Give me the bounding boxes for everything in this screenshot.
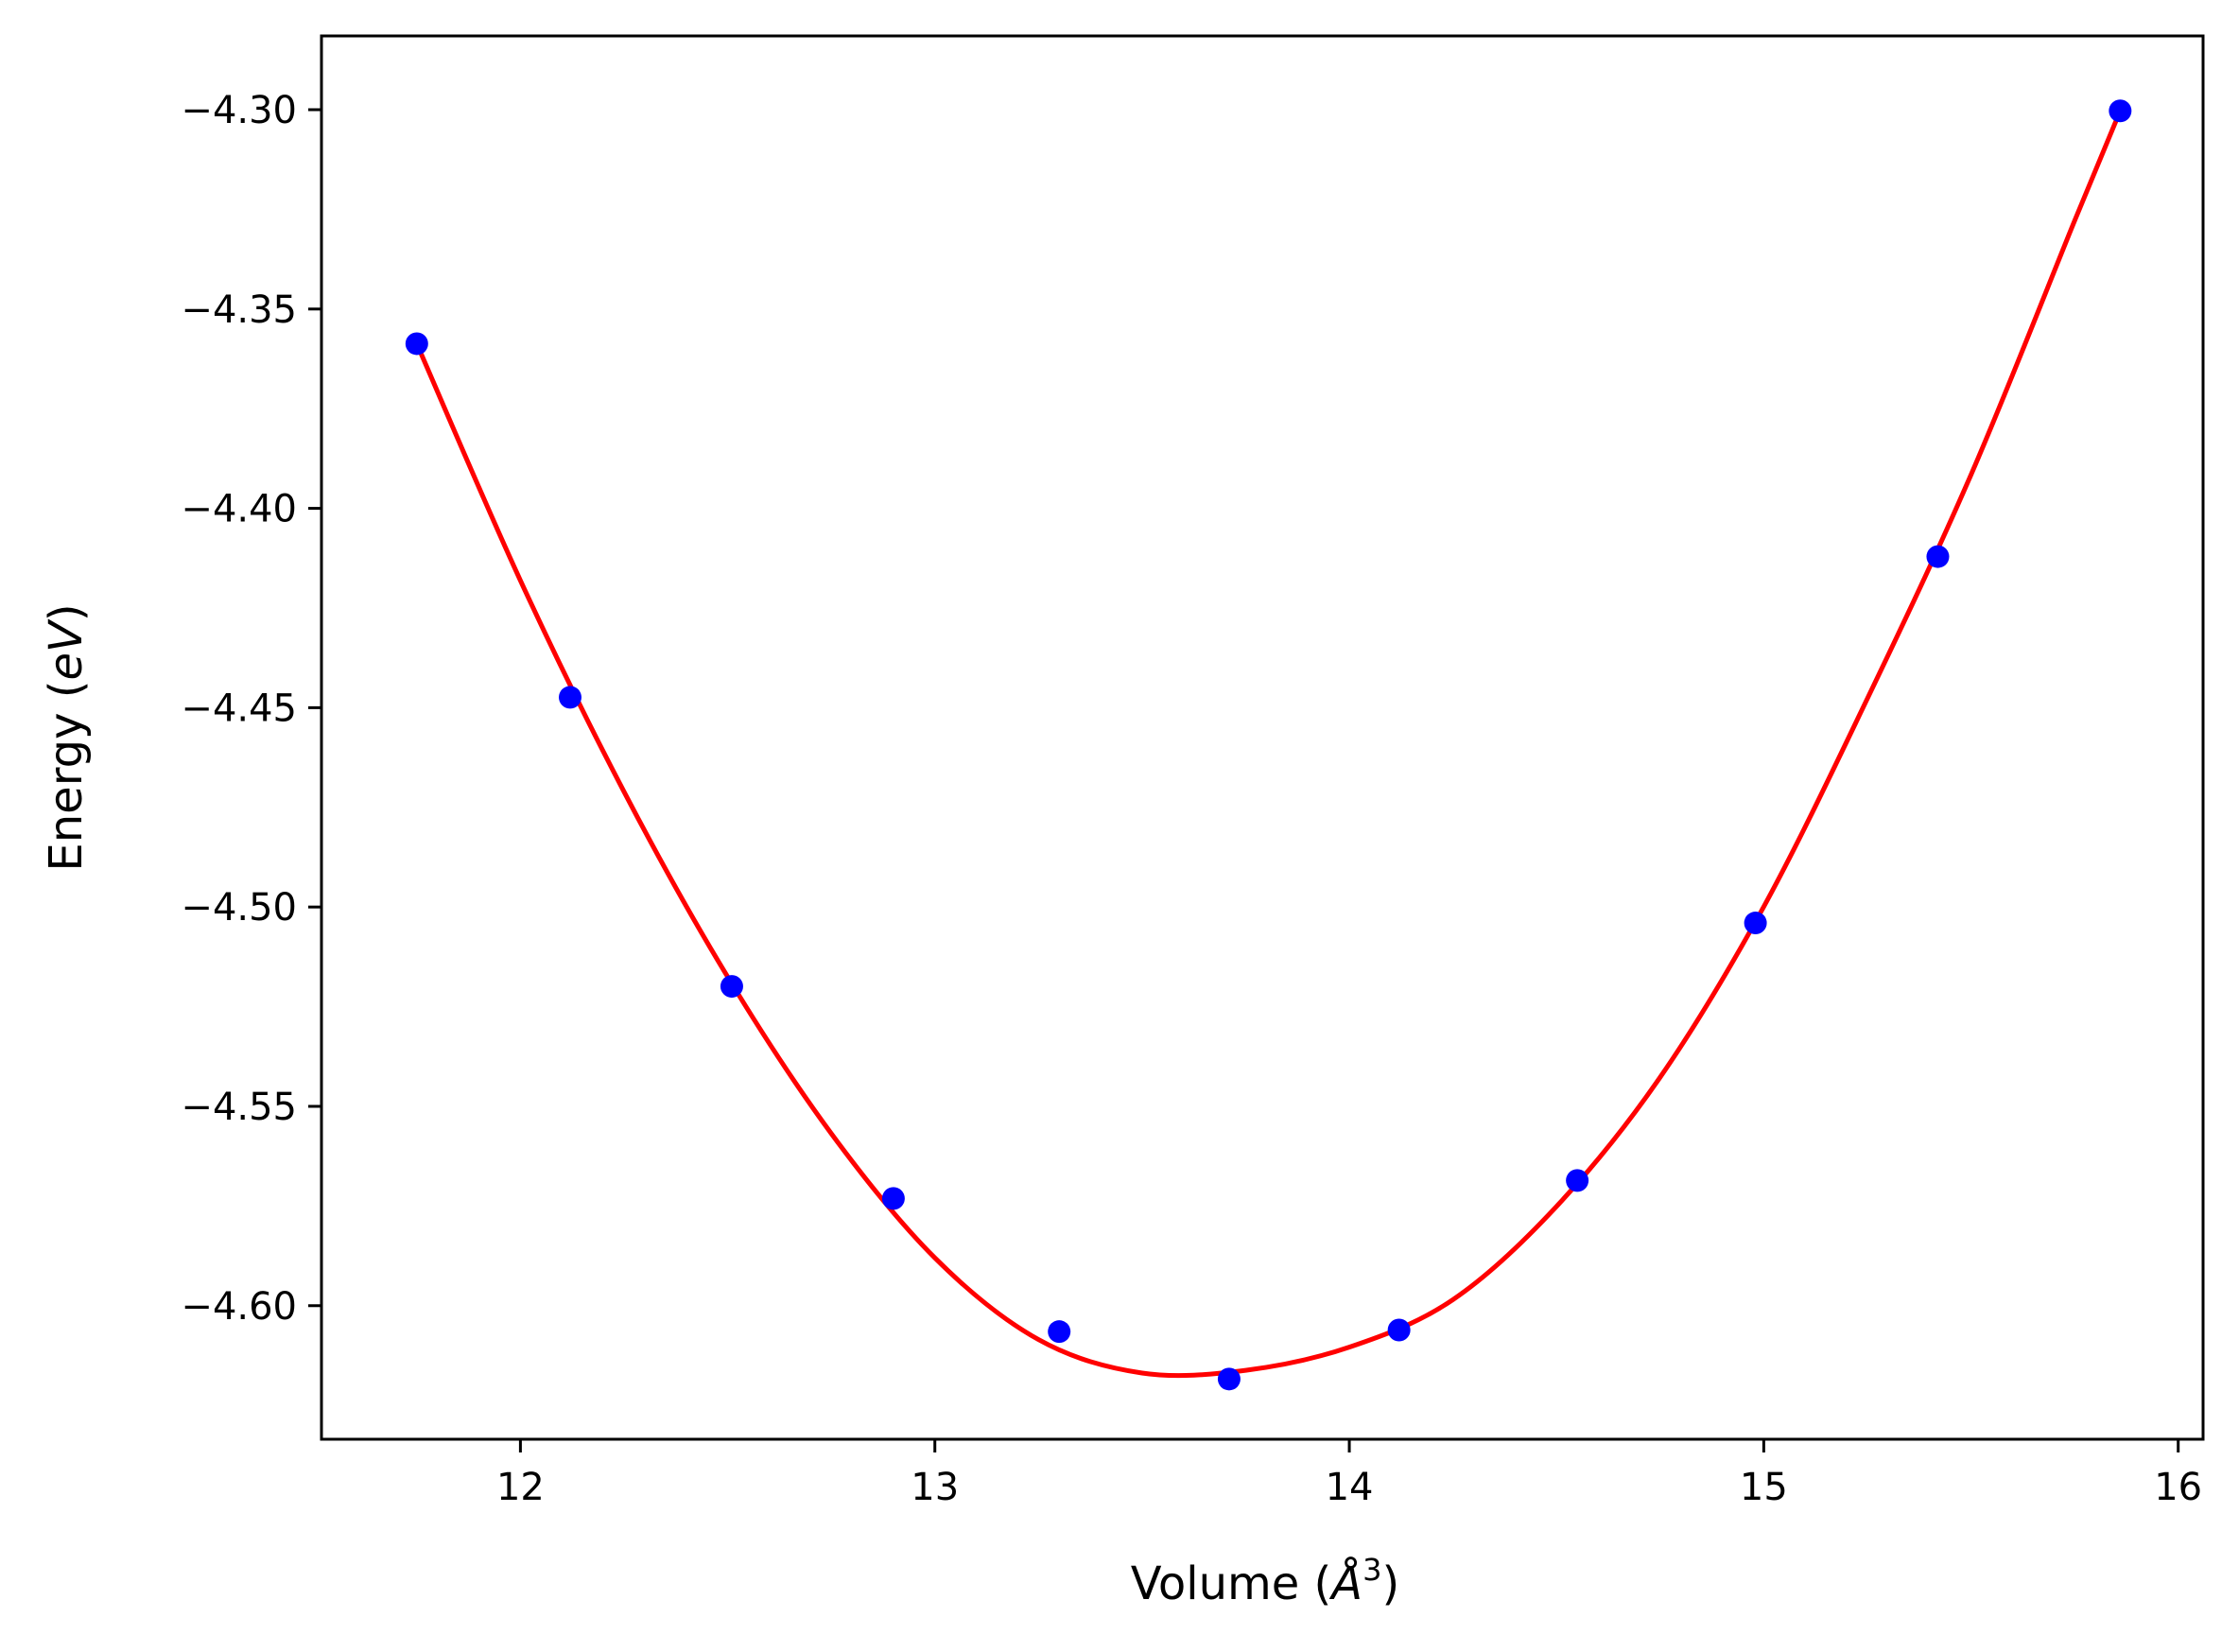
y-axis-label: Energy (eV) xyxy=(40,603,93,871)
fit-curve-layer xyxy=(414,110,2123,1379)
x-tick-label: 12 xyxy=(496,1466,545,1509)
y-tick-label: −4.45 xyxy=(181,687,297,730)
data-point xyxy=(1387,1318,1411,1342)
data-point xyxy=(1926,545,1950,568)
x-tick-label: 14 xyxy=(1326,1466,1374,1509)
data-point xyxy=(405,332,428,356)
plot-area-frame xyxy=(320,34,2205,1441)
data-point xyxy=(2109,99,2132,123)
x-tick-label: 16 xyxy=(2154,1466,2202,1509)
data-point xyxy=(720,975,743,999)
y-axis-ticks: −4.30 −4.35 −4.40 −4.45 −4.50 −4.55 −4.60 xyxy=(181,89,321,1329)
x-axis-ticks: 12 13 14 15 16 xyxy=(496,1439,2202,1509)
y-tick-label: −4.55 xyxy=(181,1086,297,1129)
data-point xyxy=(1744,912,1767,935)
y-tick-label: −4.40 xyxy=(181,488,297,531)
data-point xyxy=(1566,1169,1589,1192)
x-tick-label: 15 xyxy=(1740,1466,1788,1509)
data-points-layer xyxy=(405,99,2132,1391)
data-point xyxy=(558,686,581,709)
y-tick-label: −4.50 xyxy=(181,886,297,930)
y-tick-label: −4.60 xyxy=(181,1285,297,1329)
data-point xyxy=(881,1187,905,1210)
x-axis-label: Volume (Å3) xyxy=(1131,1552,1399,1610)
y-tick-label: −4.30 xyxy=(181,89,297,132)
y-tick-label: −4.35 xyxy=(181,288,297,332)
data-point xyxy=(1217,1367,1241,1391)
fit-curve-line xyxy=(414,110,2123,1379)
x-tick-label: 13 xyxy=(911,1466,959,1509)
data-point xyxy=(1048,1320,1071,1344)
